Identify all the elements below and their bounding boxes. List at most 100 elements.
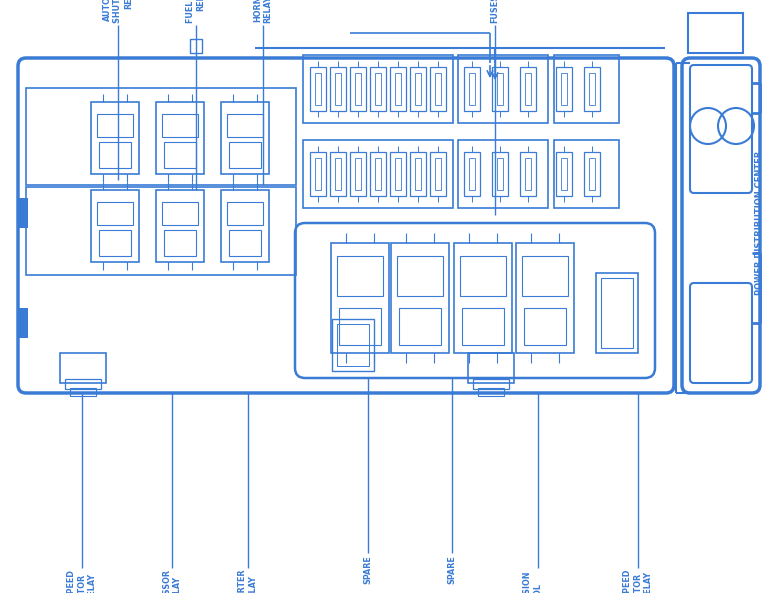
Bar bbox=[415, 73, 421, 105]
Bar bbox=[164, 142, 196, 168]
Bar bbox=[375, 158, 381, 190]
Bar bbox=[430, 152, 446, 196]
Bar bbox=[91, 102, 139, 174]
Bar bbox=[390, 152, 406, 196]
Bar bbox=[390, 67, 406, 111]
Bar bbox=[18, 308, 28, 338]
Bar bbox=[460, 256, 506, 296]
Bar bbox=[478, 388, 504, 396]
Bar bbox=[97, 202, 133, 225]
Bar bbox=[330, 67, 346, 111]
Bar bbox=[469, 158, 475, 190]
Text: FUEL PUMP
RELAY: FUEL PUMP RELAY bbox=[187, 0, 206, 23]
Bar bbox=[435, 73, 441, 105]
Bar bbox=[190, 39, 202, 53]
Bar bbox=[492, 152, 508, 196]
Bar bbox=[162, 113, 198, 136]
Text: ENGINE STARTER
MOTOR RELAY: ENGINE STARTER MOTOR RELAY bbox=[238, 570, 258, 593]
Bar bbox=[473, 379, 509, 389]
Bar bbox=[315, 158, 321, 190]
Bar bbox=[99, 230, 131, 256]
Bar bbox=[492, 67, 508, 111]
Bar bbox=[339, 308, 381, 345]
Bar bbox=[303, 140, 453, 208]
Bar bbox=[370, 152, 386, 196]
Text: A/C COMPRESSOR
CLUTCH RELAY: A/C COMPRESSOR CLUTCH RELAY bbox=[162, 570, 182, 593]
Bar bbox=[99, 142, 131, 168]
Bar bbox=[410, 67, 426, 111]
Bar bbox=[229, 142, 261, 168]
Bar bbox=[391, 243, 449, 353]
Bar bbox=[589, 73, 595, 105]
Text: FUSES: FUSES bbox=[491, 0, 499, 23]
Bar bbox=[516, 243, 574, 353]
Bar bbox=[26, 187, 296, 275]
Text: LOW SPEED
RADIATOR
FAN RELAY: LOW SPEED RADIATOR FAN RELAY bbox=[623, 570, 653, 593]
Text: AUTOMATIC
SHUT DOWN
RELAY: AUTOMATIC SHUT DOWN RELAY bbox=[103, 0, 133, 23]
Bar bbox=[554, 55, 619, 123]
Bar bbox=[310, 67, 326, 111]
Bar bbox=[355, 73, 361, 105]
Bar bbox=[399, 308, 441, 345]
Bar bbox=[26, 88, 296, 185]
Bar bbox=[315, 73, 321, 105]
Bar bbox=[97, 113, 133, 136]
Bar bbox=[554, 140, 619, 208]
Bar bbox=[435, 158, 441, 190]
Bar bbox=[525, 73, 531, 105]
Bar bbox=[497, 158, 503, 190]
Bar bbox=[584, 67, 600, 111]
Bar bbox=[410, 152, 426, 196]
Bar bbox=[162, 202, 198, 225]
Bar bbox=[330, 152, 346, 196]
Bar bbox=[156, 102, 204, 174]
Bar bbox=[497, 73, 503, 105]
Bar bbox=[522, 256, 568, 296]
Bar bbox=[520, 152, 536, 196]
Bar bbox=[469, 73, 475, 105]
Bar bbox=[65, 379, 101, 389]
Bar bbox=[335, 73, 341, 105]
Bar bbox=[221, 102, 269, 174]
Bar bbox=[227, 113, 263, 136]
Bar bbox=[164, 230, 196, 256]
Bar bbox=[332, 319, 374, 371]
Bar bbox=[337, 256, 383, 296]
Bar bbox=[458, 140, 548, 208]
Bar bbox=[60, 353, 106, 383]
Text: SPARE: SPARE bbox=[363, 555, 372, 584]
Text: HORN
RELAY: HORN RELAY bbox=[253, 0, 273, 23]
Bar bbox=[589, 158, 595, 190]
Bar bbox=[525, 158, 531, 190]
Bar bbox=[584, 152, 600, 196]
Text: HIGH SPEED
RADIATOR
FAN RELAY: HIGH SPEED RADIATOR FAN RELAY bbox=[67, 570, 97, 593]
Bar bbox=[370, 67, 386, 111]
Bar bbox=[464, 152, 480, 196]
Bar bbox=[395, 158, 401, 190]
Bar bbox=[454, 243, 512, 353]
Bar bbox=[229, 230, 261, 256]
Bar bbox=[18, 198, 28, 228]
Bar bbox=[468, 353, 514, 383]
Bar bbox=[337, 324, 369, 366]
Bar bbox=[227, 202, 263, 225]
Bar bbox=[415, 158, 421, 190]
Bar bbox=[462, 308, 504, 345]
Bar bbox=[331, 243, 389, 353]
Bar bbox=[561, 73, 567, 105]
Bar bbox=[556, 67, 572, 111]
Bar bbox=[375, 73, 381, 105]
Bar bbox=[91, 190, 139, 262]
Bar bbox=[458, 55, 548, 123]
Bar bbox=[397, 256, 443, 296]
Bar bbox=[350, 67, 366, 111]
Bar bbox=[310, 152, 326, 196]
Bar bbox=[520, 67, 536, 111]
Bar bbox=[561, 158, 567, 190]
Text: POWER DISTRIBUTION CENTER: POWER DISTRIBUTION CENTER bbox=[756, 151, 764, 295]
Text: SPARE: SPARE bbox=[448, 555, 456, 584]
Bar bbox=[688, 13, 743, 53]
Bar bbox=[596, 273, 638, 353]
Bar bbox=[430, 67, 446, 111]
Bar bbox=[221, 190, 269, 262]
